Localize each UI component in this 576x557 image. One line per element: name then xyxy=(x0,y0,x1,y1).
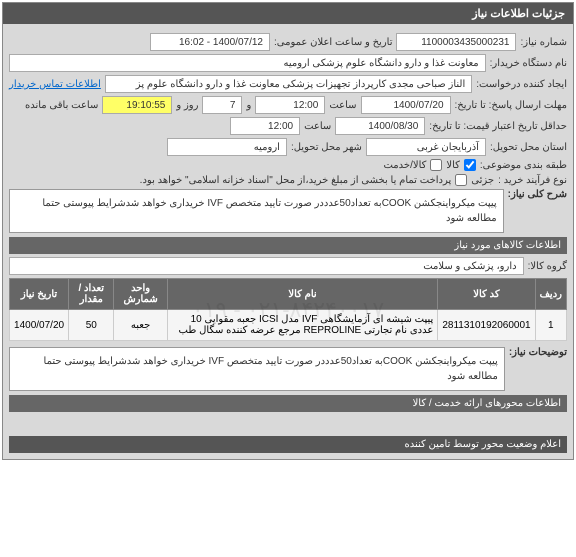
panel-body: شماره نیاز: 1100003435000231 تاریخ و ساع… xyxy=(3,24,573,459)
th-name: نام کالا xyxy=(167,279,438,310)
purchase-type-label: نوع فرآیند خرید : xyxy=(498,175,567,186)
payment-checkbox[interactable] xyxy=(455,174,467,186)
days-label: روز و xyxy=(176,100,198,111)
table-header-row: ردیف کد کالا نام کالا واحد شمارش تعداد /… xyxy=(10,279,567,310)
buyer-value: معاونت غذا و دارو دانشگاه علوم پزشکی ارو… xyxy=(9,54,486,72)
validity-date: 1400/08/30 xyxy=(335,117,425,135)
td-code: 2811310192060001 xyxy=(438,310,535,341)
time-label-1: ساعت xyxy=(329,100,356,111)
city-label: شهر محل تحویل: xyxy=(291,142,362,153)
th-date: تاریخ نیاز xyxy=(10,279,69,310)
group-value: دارو، پزشکی و سلامت xyxy=(9,257,524,275)
send-time: 12:00 xyxy=(255,96,325,114)
td-date: 1400/07/20 xyxy=(10,310,69,341)
need-number: 1100003435000231 xyxy=(396,33,516,51)
th-unit: واحد شمارش xyxy=(114,279,167,310)
validity-label: حداقل تاریخ اعتبار قیمت: تا تاریخ: xyxy=(429,121,567,132)
time-label-2: ساعت xyxy=(304,121,331,132)
cat-service: کالا/خدمت xyxy=(383,160,426,171)
notes-value: پیپت میکرواینجکشن COOKبه تعداد50عدددر صو… xyxy=(9,347,505,391)
contact-link[interactable]: اطلاعات تماس خریدار xyxy=(9,79,101,90)
days-value: 7 xyxy=(202,96,242,114)
requester-label: ایجاد کننده درخواست: xyxy=(476,79,567,90)
group-label: گروه کالا: xyxy=(528,261,567,272)
send-deadline-label: مهلت ارسال پاسخ: تا تاریخ: xyxy=(455,100,567,111)
panel-title: جزئیات اطلاعات نیاز xyxy=(3,3,573,24)
desc-value: پیپت میکرواینجکشن COOKبه تعداد50عدددر صو… xyxy=(9,189,504,233)
td-qty: 50 xyxy=(69,310,114,341)
need-number-label: شماره نیاز: xyxy=(520,37,567,48)
city: ارومیه xyxy=(167,138,287,156)
table-wrapper: ردیف کد کالا نام کالا واحد شمارش تعداد /… xyxy=(9,278,567,341)
service-checkbox[interactable] xyxy=(430,159,442,171)
table-row: 1 2811310192060001 پیپت شیشه ای آزمایشگا… xyxy=(10,310,567,341)
remaining-time: 19:10:55 xyxy=(102,96,172,114)
payment-note: پرداخت تمام یا بخشی از مبلغ خرید،از محل … xyxy=(140,175,452,186)
announce-label: تاریخ و ساعت اعلان عمومی: xyxy=(274,37,393,48)
send-date: 1400/07/20 xyxy=(361,96,451,114)
category-label: طبقه بندی موضوعی: xyxy=(480,160,567,171)
cat-goods: کالا xyxy=(446,160,460,171)
province-label: استان محل تحویل: xyxy=(490,142,567,153)
th-qty: تعداد / مقدار xyxy=(69,279,114,310)
td-name: پیپت شیشه ای آزمایشگاهی IVF مدل ICSI جعب… xyxy=(167,310,438,341)
buyer-label: نام دستگاه خریدار: xyxy=(490,58,567,69)
th-code: کد کالا xyxy=(438,279,535,310)
province: آذربایجان غربی xyxy=(366,138,486,156)
goods-checkbox[interactable] xyxy=(464,159,476,171)
td-idx: 1 xyxy=(535,310,566,341)
remaining-label: ساعت باقی مانده xyxy=(25,100,98,111)
items-header: اطلاعات کالاهای مورد نیاز xyxy=(9,237,567,254)
purchase-type: جزئی xyxy=(471,175,494,186)
desc-label: شرح کلی نیاز: xyxy=(508,189,567,200)
notes-label: توضیحات نیاز: xyxy=(509,347,567,358)
th-idx: ردیف xyxy=(535,279,566,310)
requester-value: الناز صباحی مجدی کارپرداز تجهیزات پزشکی … xyxy=(105,75,472,93)
service-header: اطلاعات محورهای ارائه خدمت / کالا xyxy=(9,395,567,412)
status-header: اعلام وضعیت محور توسط تامین کننده xyxy=(9,436,567,453)
validity-time: 12:00 xyxy=(230,117,300,135)
items-table: ردیف کد کالا نام کالا واحد شمارش تعداد /… xyxy=(9,278,567,341)
announce-value: 1400/07/12 - 16:02 xyxy=(150,33,270,51)
details-panel: جزئیات اطلاعات نیاز شماره نیاز: 11000034… xyxy=(2,2,574,460)
td-unit: جعبه xyxy=(114,310,167,341)
